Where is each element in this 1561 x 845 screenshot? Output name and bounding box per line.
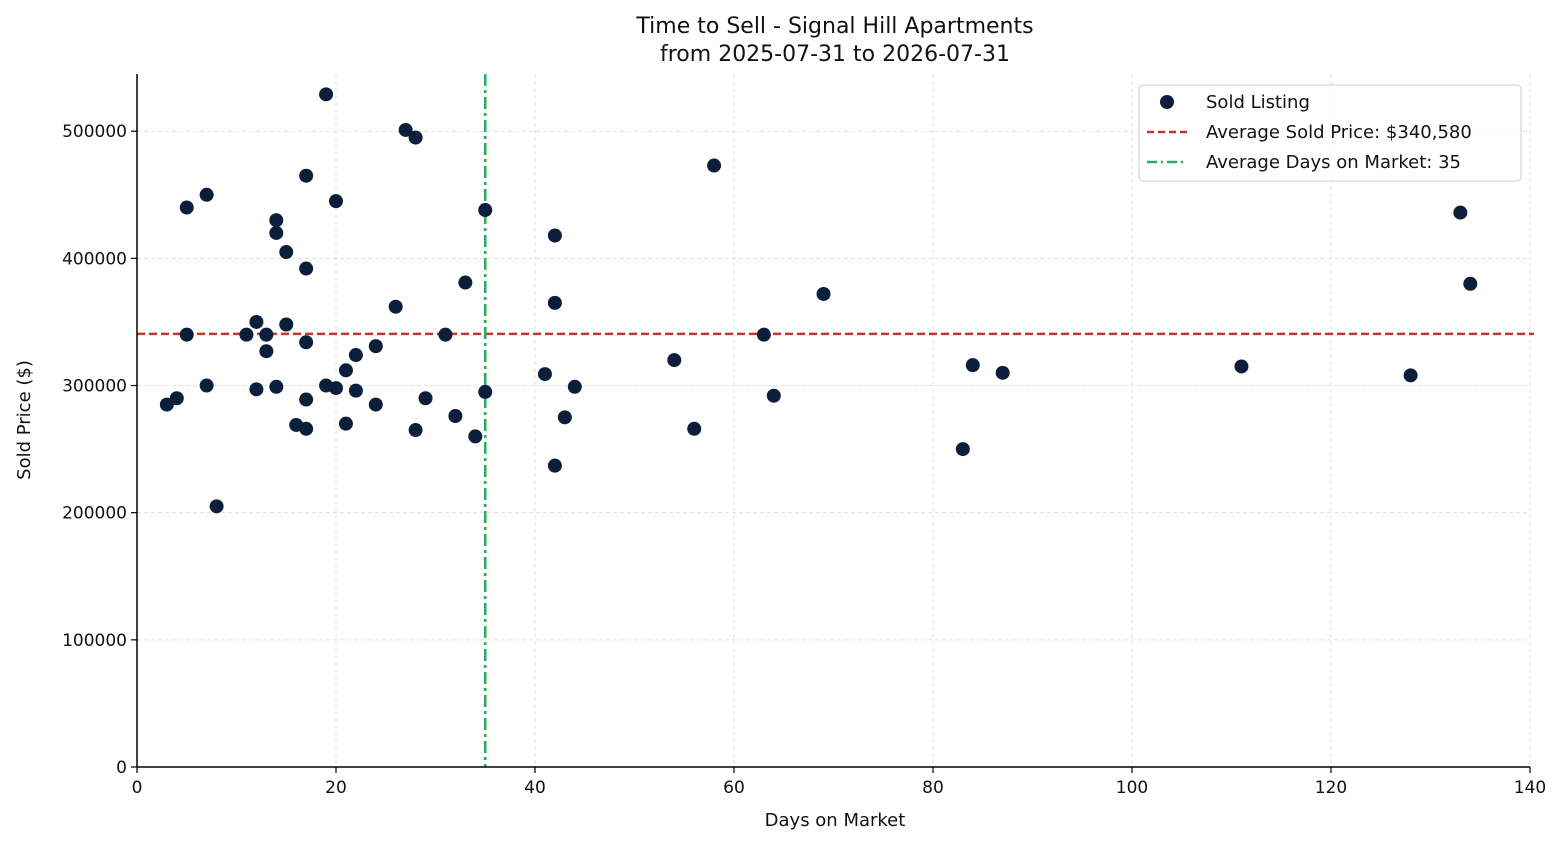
x-tick-label: 140 (1514, 778, 1546, 798)
data-point (418, 391, 433, 406)
data-point (368, 397, 383, 412)
data-point (279, 317, 294, 332)
data-point (667, 353, 682, 368)
x-axis-label: Days on Market (765, 810, 906, 831)
data-point (348, 348, 363, 363)
data-point (398, 122, 413, 137)
y-tick-label: 100000 (62, 631, 127, 651)
data-point (478, 384, 493, 399)
x-tick-label: 120 (1315, 778, 1347, 798)
data-point (756, 327, 771, 342)
y-tick-label: 200000 (62, 504, 127, 524)
data-point (199, 378, 214, 393)
data-point (567, 379, 582, 394)
data-point (279, 245, 294, 260)
legend-frame (1138, 84, 1522, 182)
data-point (249, 382, 264, 397)
data-point (547, 295, 562, 310)
data-point (995, 365, 1010, 380)
data-point (1403, 368, 1418, 383)
y-tick-label: 0 (116, 758, 127, 778)
y-tick-label: 300000 (62, 377, 127, 397)
y-tick-label: 500000 (62, 122, 127, 142)
data-point (269, 213, 284, 228)
data-point (269, 225, 284, 240)
data-point (159, 397, 174, 412)
data-point (707, 158, 722, 173)
legend-label-sold-listing: Sold Listing (1206, 92, 1310, 113)
chart-title: Time to Sell - Signal Hill Apartments (635, 14, 1033, 39)
data-point (319, 87, 334, 102)
legend-marker-sold-listing (1160, 95, 1174, 109)
data-point (338, 416, 353, 431)
data-point (259, 344, 274, 359)
data-point (458, 275, 473, 290)
x-tick-label: 40 (524, 778, 546, 798)
data-point (249, 314, 264, 329)
data-point (965, 358, 980, 373)
data-point (408, 423, 423, 438)
data-point (687, 421, 702, 436)
data-point (299, 392, 314, 407)
data-point (816, 286, 831, 301)
data-point (547, 228, 562, 243)
data-point (299, 261, 314, 276)
y-tick-label: 400000 (62, 249, 127, 269)
data-point (468, 429, 483, 444)
data-point (239, 327, 254, 342)
data-point (299, 335, 314, 350)
data-point (955, 442, 970, 457)
data-point (169, 391, 184, 406)
x-tick-label: 80 (922, 778, 944, 798)
legend: Sold Listing Average Sold Price: $340,58… (1138, 84, 1522, 182)
data-point (199, 187, 214, 202)
data-point (338, 363, 353, 378)
x-tick-label: 60 (723, 778, 745, 798)
data-point (348, 383, 363, 398)
data-points (159, 87, 1478, 514)
data-point (1463, 276, 1478, 291)
x-tick-label: 0 (132, 778, 143, 798)
data-point (547, 458, 562, 473)
data-point (209, 499, 224, 514)
data-point (388, 299, 403, 314)
data-point (299, 168, 314, 183)
data-point (299, 421, 314, 436)
axes: 0 20 40 60 80 100 120 140 0 100000 200000 300000 400… (62, 74, 1546, 798)
data-point (478, 203, 493, 218)
data-point (408, 130, 423, 145)
data-point (1234, 359, 1249, 374)
data-point (766, 388, 781, 403)
data-point (269, 379, 284, 394)
data-point (259, 327, 274, 342)
chart-subtitle: from 2025-07-31 to 2026-07-31 (660, 42, 1010, 67)
data-point (448, 409, 463, 424)
x-tick-label: 100 (1116, 778, 1148, 798)
legend-label-average-days: Average Days on Market: 35 (1206, 152, 1461, 173)
data-point (438, 327, 453, 342)
y-axis-label: Sold Price ($) (14, 360, 35, 480)
data-point (179, 200, 194, 215)
reference-lines (137, 74, 1534, 767)
data-point (537, 367, 552, 382)
data-point (329, 381, 343, 396)
data-point (179, 327, 194, 342)
data-point (329, 194, 343, 209)
data-point (1453, 205, 1468, 220)
data-point (368, 339, 383, 354)
legend-label-average-price: Average Sold Price: $340,580 (1206, 122, 1472, 143)
x-tick-label: 20 (325, 778, 347, 798)
data-point (557, 410, 572, 425)
